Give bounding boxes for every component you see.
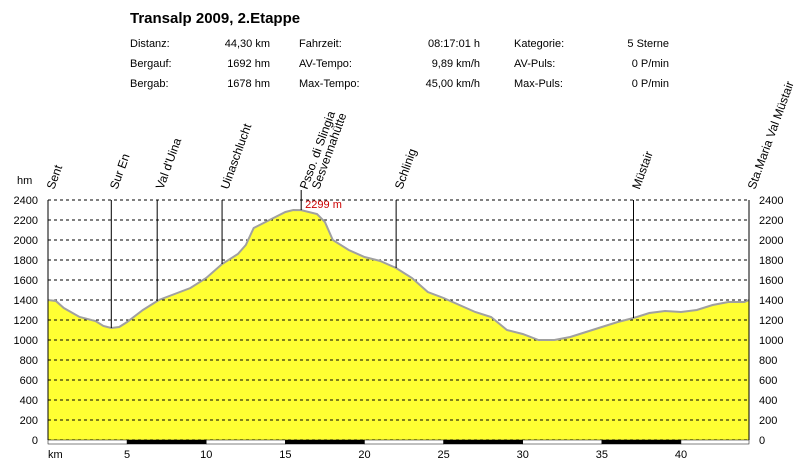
y-tick-label: 2400 [759, 195, 783, 207]
waypoint-label: Sta.Maria Val Müstair [745, 79, 797, 191]
y-tick-label: 1800 [14, 255, 38, 267]
y-tick-label: 1600 [759, 275, 783, 287]
waypoint-label: Sur En [107, 152, 133, 191]
x-scale-segment [680, 439, 750, 445]
stat-value: 1678 hm [227, 78, 270, 90]
y-tick-label: 1600 [14, 275, 38, 287]
stat-label: Fahrzeit: [299, 38, 342, 50]
stat-value: 44,30 km [224, 38, 270, 50]
y-tick-label: 600 [759, 375, 777, 387]
x-scale-segment [601, 439, 682, 445]
stat-label: AV-Tempo: [299, 58, 352, 70]
x-tick-label: 5 [124, 449, 130, 461]
y-axis-label: hm [17, 175, 32, 187]
stat-label: Max-Tempo: [299, 78, 360, 90]
y-tick-label: 1400 [759, 295, 783, 307]
x-tick-label: 20 [358, 449, 370, 461]
y-tick-label: 200 [20, 415, 38, 427]
x-tick-label: 10 [200, 449, 212, 461]
y-tick-label: 1400 [14, 295, 38, 307]
y-tick-label: 1000 [14, 335, 38, 347]
y-tick-label: 1000 [759, 335, 783, 347]
y-tick-label: 400 [759, 395, 777, 407]
x-scale-segment [364, 439, 444, 445]
y-tick-label: 2400 [14, 195, 38, 207]
chart-title: Transalp 2009, 2.Etappe [130, 10, 301, 27]
waypoint-label: Müstair [629, 149, 656, 191]
x-scale-segment [443, 439, 523, 445]
stat-label: Kategorie: [514, 38, 565, 50]
y-tick-label: 400 [20, 395, 38, 407]
x-scale-segment [522, 439, 603, 445]
waypoint-label: Uinaschlucht [218, 121, 255, 191]
stat-value: 45,00 km/h [425, 78, 480, 90]
stat-label: Max-Puls: [514, 78, 563, 90]
stat-value: 9,89 km/h [431, 58, 480, 70]
x-scale-segment [126, 439, 207, 445]
stat-label: Distanz: [130, 38, 170, 50]
y-tick-label: 800 [759, 355, 777, 367]
stat-value: 1692 hm [227, 58, 270, 70]
x-scale-segment [285, 439, 365, 445]
y-tick-label: 1200 [14, 315, 38, 327]
x-scale-segment [47, 439, 128, 445]
y-tick-label: 2000 [14, 235, 38, 247]
waypoint-label: Val d'Uina [153, 136, 185, 191]
max-elevation-label: 2299 m [305, 199, 342, 211]
stat-value: 0 P/min [631, 58, 669, 70]
y-tick-label: 0 [32, 435, 38, 447]
x-tick-label: 15 [279, 449, 291, 461]
y-tick-label: 200 [759, 415, 777, 427]
x-tick-label: 30 [517, 449, 529, 461]
x-axis-label: km [48, 449, 63, 461]
stat-label: AV-Puls: [514, 58, 556, 70]
y-tick-label: 800 [20, 355, 38, 367]
x-tick-label: 25 [437, 449, 449, 461]
y-tick-label: 1800 [759, 255, 783, 267]
stat-value: 5 Sterne [627, 38, 669, 50]
y-tick-label: 2200 [759, 215, 783, 227]
x-tick-label: 35 [596, 449, 608, 461]
elevation-line [47, 208, 750, 341]
stat-label: Bergauf: [130, 58, 172, 70]
y-tick-label: 1200 [759, 315, 783, 327]
x-tick-label: 40 [675, 449, 687, 461]
stat-value: 0 P/min [631, 78, 669, 90]
waypoint-label: Sent [44, 162, 66, 191]
stat-value: 08:17:01 h [428, 38, 480, 50]
waypoint-label: Schlinig [392, 147, 420, 191]
x-scale-segment [205, 439, 286, 445]
y-tick-label: 0 [759, 435, 765, 447]
y-tick-label: 600 [20, 375, 38, 387]
stat-label: Bergab: [130, 78, 169, 90]
elevation-area [48, 210, 749, 440]
y-tick-label: 2200 [14, 215, 38, 227]
y-tick-label: 2000 [759, 235, 783, 247]
